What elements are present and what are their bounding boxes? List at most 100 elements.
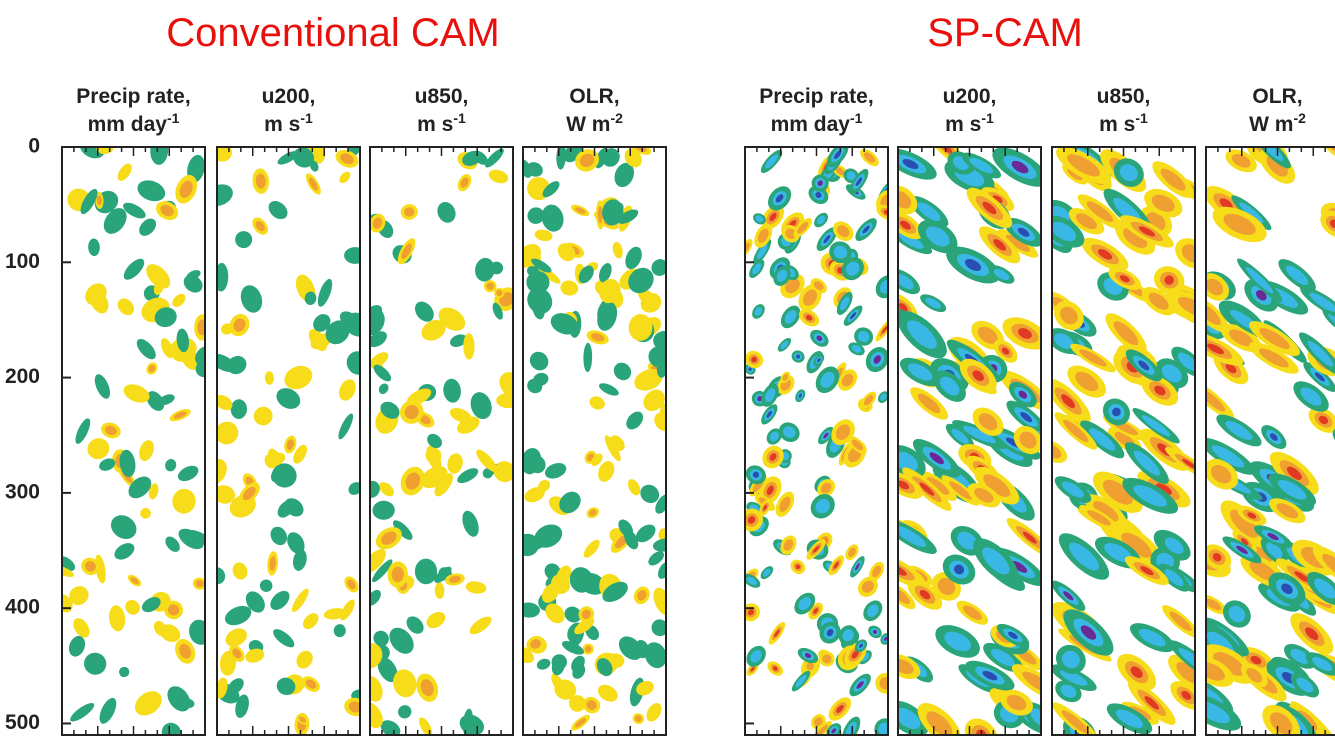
unit-text: mm day bbox=[771, 113, 851, 136]
contour-blob bbox=[625, 477, 642, 497]
panel-units: W m-2 bbox=[566, 110, 623, 136]
unit-text: mm day bbox=[88, 113, 168, 136]
contour-field bbox=[354, 146, 532, 741]
contour-field bbox=[736, 139, 903, 743]
contour-blob bbox=[70, 615, 93, 640]
contour-blob bbox=[211, 417, 243, 449]
unit-text: m s bbox=[1099, 113, 1135, 136]
panel-units: m s-1 bbox=[945, 110, 994, 136]
contour-blob bbox=[237, 282, 265, 315]
unit-exponent: -1 bbox=[1135, 110, 1148, 126]
contour-blob bbox=[68, 700, 97, 724]
contour-blob bbox=[265, 197, 291, 223]
panel-header: OLR, bbox=[569, 85, 619, 108]
contour-blob bbox=[648, 616, 671, 639]
unit-exponent: -2 bbox=[610, 110, 623, 126]
contour-blob bbox=[170, 291, 188, 309]
figure: Conventional CAM SP-CAM Precip rate,mm d… bbox=[0, 0, 1335, 743]
contour-blob bbox=[597, 381, 620, 398]
contour-blob bbox=[543, 460, 569, 481]
contour-blob bbox=[121, 381, 152, 406]
contour-blob bbox=[80, 649, 110, 679]
contour-blob bbox=[250, 403, 276, 429]
contour-blob bbox=[117, 665, 132, 680]
contour-blob bbox=[377, 382, 390, 396]
contour-blob bbox=[643, 700, 664, 724]
unit-exponent: -1 bbox=[850, 110, 863, 126]
contour-blob bbox=[88, 238, 101, 256]
unit-exponent: -2 bbox=[1293, 110, 1306, 126]
contour-blob bbox=[1312, 126, 1335, 175]
contour-blob bbox=[587, 394, 606, 412]
panel-header: Precip rate, bbox=[759, 85, 873, 108]
contour-blob bbox=[623, 408, 647, 432]
contour-blob bbox=[434, 199, 459, 226]
unit-exponent: -1 bbox=[453, 110, 466, 126]
panel-header: u850, bbox=[415, 85, 469, 108]
contour-blob bbox=[650, 585, 676, 618]
panel-units: W m-2 bbox=[1249, 110, 1306, 136]
contour-blob bbox=[337, 170, 352, 186]
contour-blob bbox=[230, 560, 249, 581]
contour-blob bbox=[203, 180, 236, 209]
unit-text: m s bbox=[264, 113, 300, 136]
contour-blob bbox=[84, 435, 113, 463]
contour-blob bbox=[108, 604, 127, 632]
contour-blob bbox=[559, 279, 580, 297]
contour-blob bbox=[300, 610, 322, 632]
contour-field bbox=[203, 135, 375, 736]
contour-blob bbox=[622, 244, 645, 271]
contour-blob bbox=[270, 626, 297, 651]
contour-blob bbox=[92, 372, 113, 401]
contour-blob bbox=[73, 416, 94, 445]
panel-units: m s-1 bbox=[264, 110, 313, 136]
contour-blob bbox=[359, 673, 387, 705]
contour-blob bbox=[137, 438, 157, 463]
unit-text: W m bbox=[566, 113, 610, 136]
contour-blob bbox=[583, 343, 592, 373]
contour-blob bbox=[465, 580, 487, 595]
contour-blob bbox=[208, 137, 237, 165]
contour-blob bbox=[364, 587, 384, 608]
contour-blob bbox=[346, 479, 365, 497]
contour-blob bbox=[487, 167, 510, 185]
y-tick-label: 400 bbox=[5, 596, 40, 619]
contour-blob bbox=[361, 478, 383, 501]
panel-units: m s-1 bbox=[417, 110, 466, 136]
unit-exponent: -1 bbox=[300, 110, 313, 126]
contour-blob bbox=[415, 559, 437, 585]
panel-header: u200, bbox=[262, 85, 316, 108]
contour-blob bbox=[1195, 385, 1227, 414]
contour-blob bbox=[96, 695, 120, 726]
contour-blob bbox=[171, 487, 197, 515]
unit-text: m s bbox=[945, 113, 981, 136]
y-tick-label: 100 bbox=[5, 250, 40, 273]
y-tick-label: 300 bbox=[5, 480, 40, 503]
contour-blob bbox=[652, 537, 677, 553]
panel-header: OLR, bbox=[1252, 85, 1302, 108]
group-title: SP-CAM bbox=[927, 11, 1083, 55]
contour-field bbox=[50, 134, 218, 743]
unit-exponent: -1 bbox=[167, 110, 180, 126]
contour-field bbox=[1176, 126, 1335, 743]
contour-blob bbox=[265, 371, 274, 385]
contour-blob bbox=[395, 703, 414, 721]
contour-blob bbox=[611, 241, 624, 260]
panel-units: mm day-1 bbox=[771, 110, 863, 136]
contour-blob bbox=[333, 624, 346, 638]
unit-text: W m bbox=[1249, 113, 1293, 136]
unit-exponent: -1 bbox=[981, 110, 994, 126]
panel-header: Precip rate, bbox=[76, 85, 190, 108]
contour-blob bbox=[139, 506, 153, 520]
contour-blob bbox=[467, 613, 494, 637]
y-tick-label: 500 bbox=[5, 711, 40, 734]
contour-blob bbox=[336, 377, 359, 404]
contour-blob bbox=[496, 393, 520, 408]
contour-blob bbox=[175, 463, 201, 485]
contour-blob bbox=[114, 295, 137, 318]
contour-blob bbox=[293, 648, 316, 672]
contour-blob bbox=[115, 161, 135, 183]
contour-blob bbox=[134, 177, 168, 205]
group-title: Conventional CAM bbox=[166, 11, 500, 55]
panel-units: mm day-1 bbox=[88, 110, 180, 136]
